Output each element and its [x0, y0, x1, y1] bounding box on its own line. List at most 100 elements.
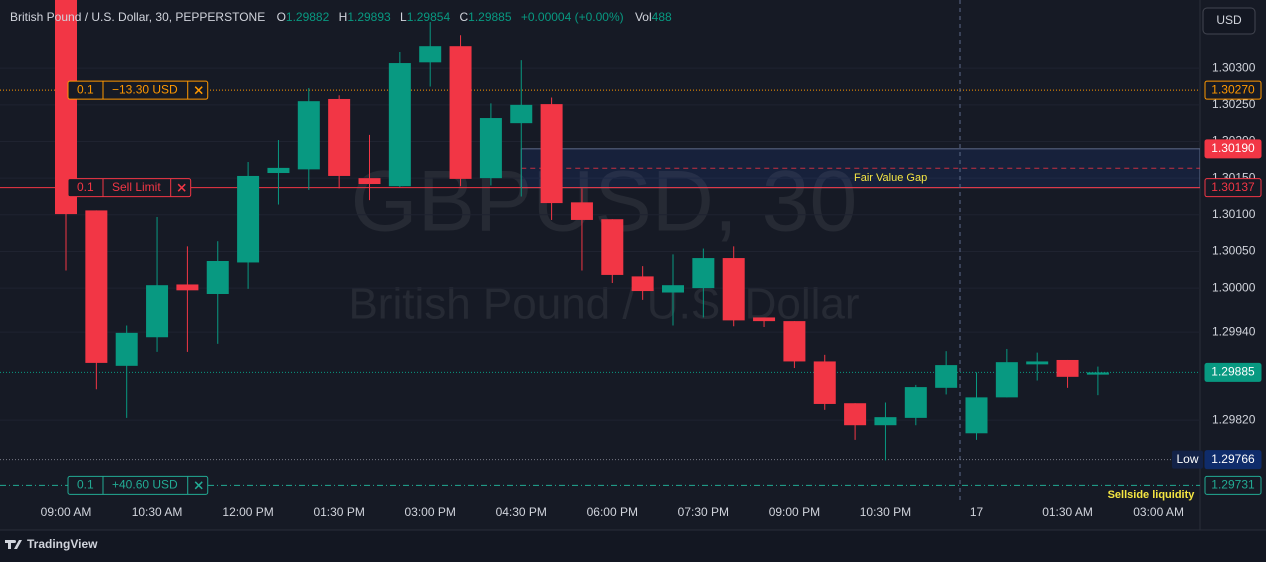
low-price-label: 1.29766: [1211, 452, 1255, 466]
candle-body: [692, 258, 715, 289]
order-quantity: 0.1: [77, 478, 94, 492]
symbol: British Pound / U.S. Dollar, 30, PEPPERS…: [10, 10, 265, 24]
candle-body: [55, 0, 77, 215]
candle-body: [449, 46, 472, 179]
low-text-box: [1172, 450, 1203, 469]
low-text: Low: [1176, 452, 1198, 466]
candle-body: [206, 260, 229, 294]
candle-body: [631, 276, 654, 292]
logo-stem: [8, 540, 11, 549]
x-tick-label: 10:30 PM: [860, 505, 911, 519]
candle-body: [662, 285, 684, 293]
order-price-tag: [1204, 178, 1262, 198]
candle-body: [237, 175, 260, 263]
order-close[interactable]: [194, 86, 203, 95]
candle-body: [844, 403, 867, 426]
fvg-box: [520, 148, 1200, 189]
low-label: L: [400, 10, 407, 24]
logo-slash: [14, 540, 22, 549]
x-tick-label: 10:30 AM: [132, 505, 183, 519]
candle-body: [267, 167, 290, 174]
order-text: −13.30 USD: [112, 82, 178, 96]
candle-body: [995, 362, 1018, 398]
currency-button[interactable]: [1202, 7, 1256, 35]
candle-body: [388, 63, 411, 187]
order-close[interactable]: [194, 481, 203, 490]
candle-body: [874, 417, 897, 426]
x-tick-label: 12:00 PM: [222, 505, 273, 519]
low-price-tag: [1204, 450, 1262, 470]
order-close[interactable]: [177, 183, 186, 192]
candles: [55, 0, 1109, 461]
high-value: 1.29893: [347, 10, 391, 24]
volume-value: 488: [652, 10, 672, 24]
order-text: +40.60 USD: [112, 478, 178, 492]
order-price-label: 1.29731: [1211, 478, 1255, 492]
order-price-label: 1.30137: [1211, 180, 1255, 194]
fvg-label: Fair Value Gap: [854, 172, 927, 184]
legend: British Pound / U.S. Dollar, 30, PEPPERS…: [10, 10, 672, 24]
candle-body: [510, 104, 533, 124]
candle-body: [601, 219, 624, 275]
y-tick-label: 1.29820: [1212, 412, 1256, 426]
order-price-tag: [1204, 80, 1262, 100]
watermark-name: British Pound / U.S. Dollar: [348, 280, 859, 329]
order-text: Sell Limit: [112, 180, 161, 194]
candle-body: [965, 397, 988, 434]
candle-body: [904, 387, 927, 418]
x-tick-label: 06:00 PM: [587, 505, 638, 519]
x-tick-label: 09:00 PM: [769, 505, 820, 519]
branding: TradingView: [27, 537, 98, 551]
high-label: H: [339, 10, 348, 24]
order-price-label: 1.30270: [1211, 82, 1255, 96]
fvg-top-tag: [1204, 139, 1262, 159]
currency[interactable]: USD: [1216, 13, 1242, 27]
last-price-label: 1.29885: [1211, 365, 1255, 379]
x-tick-label: 07:30 PM: [678, 505, 729, 519]
order-quantity: 0.1: [77, 180, 94, 194]
y-tick-label: 1.30250: [1212, 97, 1256, 111]
candle-body: [115, 332, 138, 366]
annotation: Sellside liquidity: [1108, 489, 1196, 501]
volume-label: Vol: [635, 10, 652, 24]
candle-body: [328, 98, 351, 176]
candle-body: [1086, 372, 1109, 375]
candle-body: [297, 101, 320, 170]
order-quantity: 0.1: [77, 82, 94, 96]
x-tick-label: 09:00 AM: [41, 505, 92, 519]
y-tick-label: 1.30300: [1212, 60, 1256, 74]
x-tick-label: 03:00 AM: [1133, 505, 1184, 519]
candle-body: [813, 361, 836, 404]
x-tick-label: 01:30 PM: [313, 505, 364, 519]
x-tick-label: 01:30 AM: [1042, 505, 1093, 519]
labels: 09:00 AM 10:30 AM 12:00 PM 01:30 PM 03:00 PM…: [41, 80, 1262, 519]
low-value: 1.29854: [407, 10, 451, 24]
candle-body: [176, 284, 199, 291]
logo-dot: [13, 540, 16, 543]
candle-body: [935, 365, 958, 388]
candle-body: [540, 104, 563, 204]
x-tick-label: 04:30 PM: [496, 505, 547, 519]
close-label: C: [459, 10, 468, 24]
candle-body: [783, 321, 806, 362]
candle-body: [1056, 359, 1079, 377]
change: +0.00004 (+0.00%): [521, 10, 624, 24]
candle-body: [1026, 361, 1049, 365]
candle-body: [85, 210, 108, 363]
order-price-tag: [1204, 475, 1262, 495]
candle-body: [146, 285, 169, 338]
candle-body: [570, 202, 593, 220]
chart-background: [0, 0, 1266, 530]
candle-body: [722, 258, 745, 321]
last-price-tag: [1204, 362, 1262, 382]
logo: [5, 540, 22, 549]
open-label: O: [277, 10, 286, 24]
order-box: [67, 178, 192, 198]
footer-background: [0, 530, 1266, 562]
x-tick-label: 17: [970, 505, 984, 519]
candle-body: [753, 317, 776, 322]
fvg-top-label: 1.30190: [1211, 141, 1255, 155]
candle-body: [419, 46, 442, 63]
